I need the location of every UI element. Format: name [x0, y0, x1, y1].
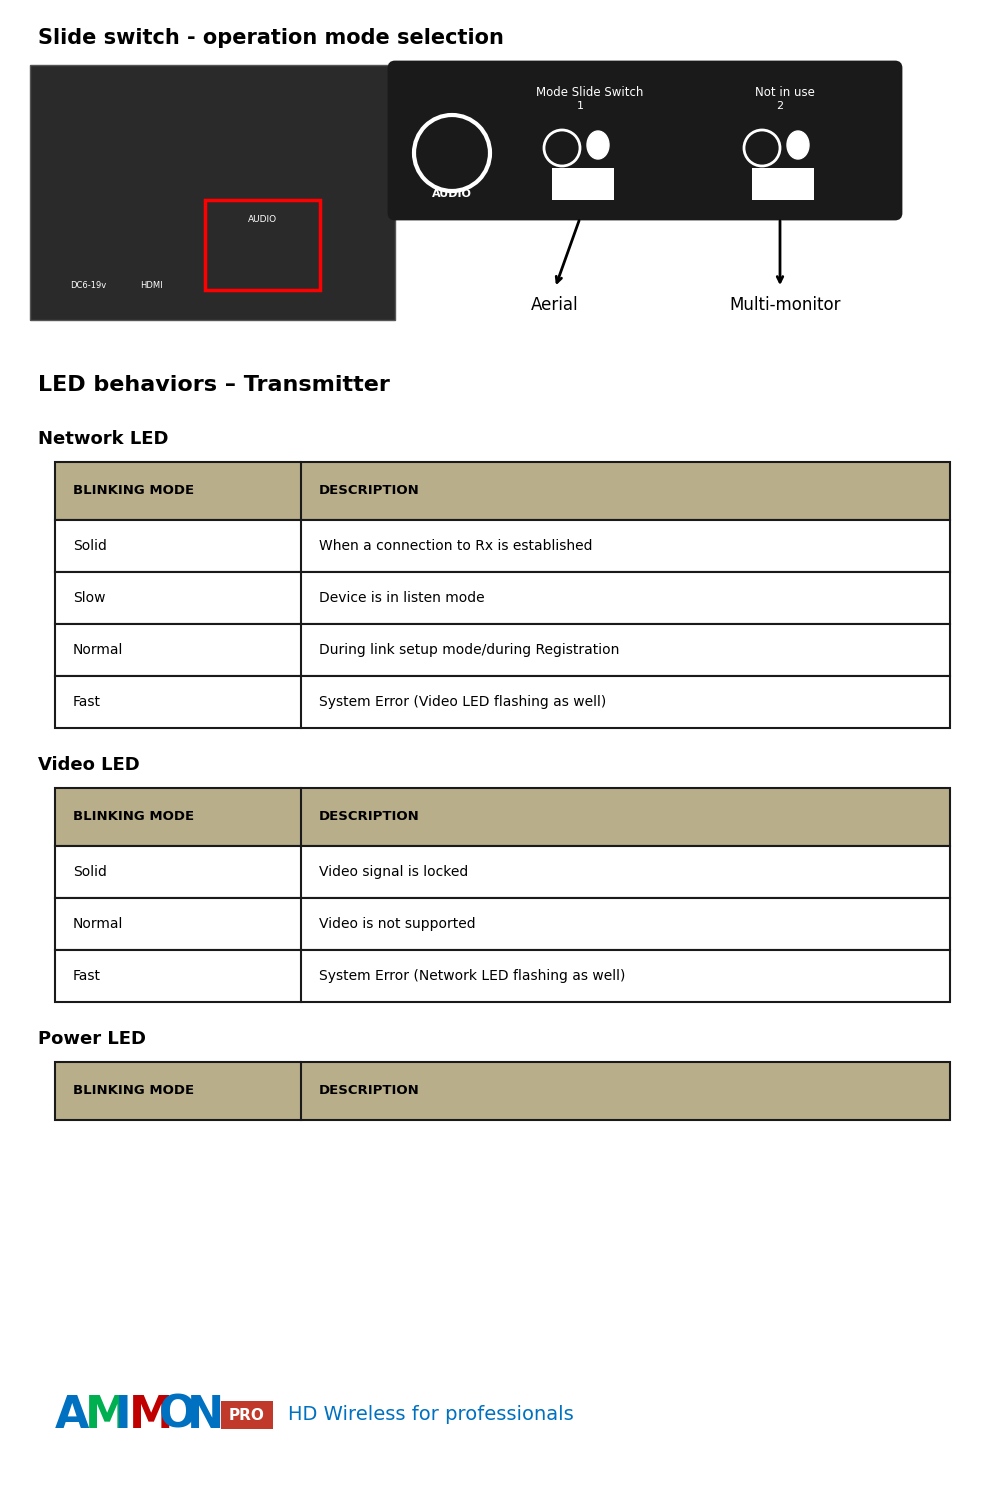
- Bar: [55, 846, 950, 898]
- Text: HDMI: HDMI: [140, 281, 163, 290]
- Bar: [55, 520, 950, 573]
- Text: During link setup mode/during Registration: During link setup mode/during Registrati…: [319, 643, 620, 656]
- Ellipse shape: [587, 132, 609, 158]
- Text: Normal: Normal: [73, 916, 123, 931]
- Text: BLINKING MODE: BLINKING MODE: [73, 810, 194, 824]
- Text: AUDIO: AUDIO: [432, 188, 472, 199]
- Text: Fast: Fast: [73, 969, 101, 984]
- Bar: [55, 949, 950, 1002]
- Text: Slow: Slow: [73, 591, 105, 605]
- Bar: [55, 788, 950, 846]
- Text: AUDIO: AUDIO: [248, 215, 277, 224]
- Bar: [552, 167, 614, 200]
- Text: When a connection to Rx is established: When a connection to Rx is established: [319, 540, 593, 553]
- Text: LED behaviors – Transmitter: LED behaviors – Transmitter: [38, 375, 390, 395]
- Text: M: M: [85, 1393, 129, 1437]
- Text: System Error (Video LED flashing as well): System Error (Video LED flashing as well…: [319, 695, 607, 709]
- Bar: [221, 1401, 273, 1429]
- Bar: [205, 200, 320, 290]
- Bar: [55, 676, 950, 728]
- Text: 2: 2: [777, 102, 783, 111]
- FancyBboxPatch shape: [389, 61, 901, 218]
- Text: System Error (Network LED flashing as well): System Error (Network LED flashing as we…: [319, 969, 626, 984]
- Text: N: N: [187, 1393, 224, 1437]
- Text: Normal: Normal: [73, 643, 123, 656]
- Text: Solid: Solid: [73, 866, 107, 879]
- Text: BLINKING MODE: BLINKING MODE: [73, 484, 194, 498]
- Text: Mode Slide Switch: Mode Slide Switch: [536, 87, 643, 99]
- Text: BLINKING MODE: BLINKING MODE: [73, 1084, 194, 1097]
- Text: I: I: [115, 1393, 132, 1437]
- Text: Aerial: Aerial: [531, 296, 579, 314]
- Text: A: A: [55, 1393, 89, 1437]
- Text: Not in use: Not in use: [755, 87, 815, 99]
- Text: DESCRIPTION: DESCRIPTION: [319, 810, 420, 824]
- Text: Power LED: Power LED: [38, 1030, 146, 1048]
- Text: Slide switch - operation mode selection: Slide switch - operation mode selection: [38, 28, 503, 48]
- Text: Fast: Fast: [73, 695, 101, 709]
- Text: Device is in listen mode: Device is in listen mode: [319, 591, 485, 605]
- Text: Network LED: Network LED: [38, 431, 169, 448]
- Bar: [55, 462, 950, 520]
- Text: Multi-monitor: Multi-monitor: [729, 296, 841, 314]
- Text: HD Wireless for professionals: HD Wireless for professionals: [288, 1405, 574, 1425]
- Text: Video is not supported: Video is not supported: [319, 916, 476, 931]
- Bar: [55, 573, 950, 623]
- Text: Video signal is locked: Video signal is locked: [319, 866, 469, 879]
- Bar: [30, 64, 395, 320]
- Text: 1: 1: [577, 102, 584, 111]
- Ellipse shape: [787, 132, 809, 158]
- Text: O: O: [159, 1393, 197, 1437]
- Text: M: M: [129, 1393, 174, 1437]
- Bar: [55, 898, 950, 949]
- Text: DC6-19v: DC6-19v: [70, 281, 106, 290]
- Bar: [55, 1061, 950, 1120]
- Bar: [752, 167, 814, 200]
- Text: Video LED: Video LED: [38, 756, 140, 774]
- Text: PRO: PRO: [229, 1407, 265, 1423]
- Text: DESCRIPTION: DESCRIPTION: [319, 484, 420, 498]
- Text: Solid: Solid: [73, 540, 107, 553]
- Bar: [55, 623, 950, 676]
- Text: DESCRIPTION: DESCRIPTION: [319, 1084, 420, 1097]
